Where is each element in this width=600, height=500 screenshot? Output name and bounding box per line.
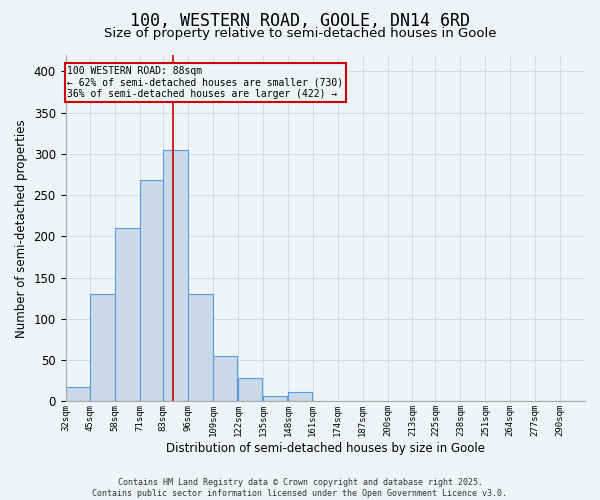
Bar xyxy=(238,378,262,402)
Bar xyxy=(263,396,287,402)
Bar xyxy=(213,356,238,402)
Bar xyxy=(288,392,312,402)
Y-axis label: Number of semi-detached properties: Number of semi-detached properties xyxy=(15,119,28,338)
Bar xyxy=(115,228,140,402)
Text: Contains HM Land Registry data © Crown copyright and database right 2025.
Contai: Contains HM Land Registry data © Crown c… xyxy=(92,478,508,498)
Bar xyxy=(163,150,188,402)
Bar xyxy=(91,294,115,402)
Text: Size of property relative to semi-detached houses in Goole: Size of property relative to semi-detach… xyxy=(104,28,496,40)
Bar xyxy=(140,180,164,402)
X-axis label: Distribution of semi-detached houses by size in Goole: Distribution of semi-detached houses by … xyxy=(166,442,485,455)
Text: 100 WESTERN ROAD: 88sqm
← 62% of semi-detached houses are smaller (730)
36% of s: 100 WESTERN ROAD: 88sqm ← 62% of semi-de… xyxy=(67,66,344,99)
Bar xyxy=(65,386,90,402)
Text: 100, WESTERN ROAD, GOOLE, DN14 6RD: 100, WESTERN ROAD, GOOLE, DN14 6RD xyxy=(130,12,470,30)
Bar xyxy=(188,294,212,402)
